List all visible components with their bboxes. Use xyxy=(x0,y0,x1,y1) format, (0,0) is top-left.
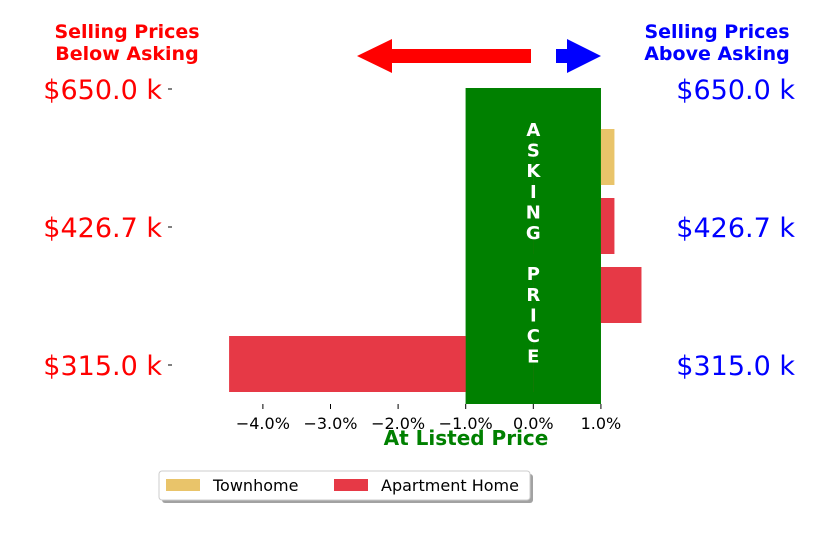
legend-label-townhome: Townhome xyxy=(212,476,298,495)
header-right-line1: Selling Prices xyxy=(644,21,789,43)
y-label-left-top: $650.0 k xyxy=(43,75,162,106)
legend-label-apartment-home: Apartment Home xyxy=(381,476,519,495)
asking-letter-5: G xyxy=(526,223,541,244)
x-tick-label-5: 1.0% xyxy=(581,414,622,433)
x-axis: −4.0% −3.0% −2.0% −1.0% 0.0% 1.0% xyxy=(236,404,621,433)
legend-swatch-apartment-home xyxy=(334,479,368,491)
y-label-right-middle: $426.7 k xyxy=(676,213,795,244)
asking-letter-9: I xyxy=(530,305,537,326)
header-right-line2: Above Asking xyxy=(644,43,790,65)
asking-letter-4: N xyxy=(526,202,541,223)
x-tick-label-4: 0.0% xyxy=(513,414,554,433)
left-arrow-icon xyxy=(357,39,531,73)
x-tick-label-1: −3.0% xyxy=(303,414,357,433)
x-tick-label-2: −2.0% xyxy=(371,414,425,433)
asking-letter-11: E xyxy=(527,347,539,368)
asking-price-band-overlay xyxy=(465,88,534,404)
y-label-right-bottom: $315.0 k xyxy=(676,351,795,382)
x-tick-label-3: −1.0% xyxy=(439,414,493,433)
y-label-left-bottom: $315.0 k xyxy=(43,351,162,382)
asking-letter-1: S xyxy=(527,141,540,162)
asking-letter-7: P xyxy=(527,264,540,285)
right-arrow-icon xyxy=(556,39,601,73)
asking-price-band-overlay-right xyxy=(533,88,601,404)
header-left-line2: Below Asking xyxy=(55,43,198,65)
y-label-right-top: $650.0 k xyxy=(676,75,795,106)
header-left-line1: Selling Prices xyxy=(54,21,199,43)
asking-letter-0: A xyxy=(526,120,540,141)
asking-letter-2: K xyxy=(526,161,541,182)
asking-letter-10: C xyxy=(527,326,540,347)
asking-letter-8: R xyxy=(526,285,540,306)
bars-group xyxy=(229,88,642,404)
legend-swatch-townhome xyxy=(166,479,200,491)
x-tick-label-0: −4.0% xyxy=(236,414,290,433)
asking-letter-3: I xyxy=(530,182,537,203)
legend: Townhome Apartment Home xyxy=(158,470,533,503)
x-axis-label: At Listed Price xyxy=(384,426,549,450)
y-label-left-middle: $426.7 k xyxy=(43,213,162,244)
